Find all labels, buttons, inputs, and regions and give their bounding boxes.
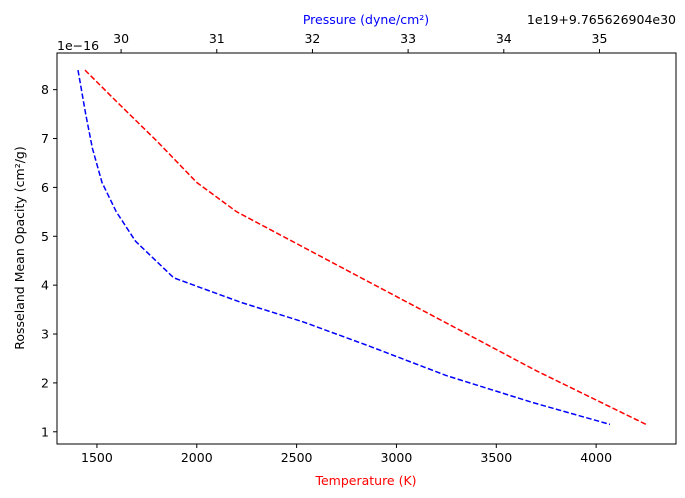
y-tick-label: 3 <box>41 327 49 342</box>
series-layer <box>77 69 647 426</box>
y-tick-label: 4 <box>41 278 49 293</box>
left-axis-ticks: 1 2 3 4 5 6 7 8 <box>41 82 57 439</box>
top-axis-offset-text: 1e19+9.765626904e30 <box>527 12 676 27</box>
x-tick-label: 2000 <box>181 450 213 465</box>
x-tick-label: 3000 <box>381 450 413 465</box>
x-axis-label: Temperature (K) <box>314 473 416 488</box>
x-tick-label: 3500 <box>480 450 512 465</box>
top-axis-ticks: 30 31 32 33 34 35 <box>113 31 607 53</box>
y-tick-label: 6 <box>41 180 49 195</box>
y-offset-text: 1e−16 <box>57 38 99 53</box>
bottom-axis-ticks: 1500 2000 2500 3000 3500 4000 <box>81 444 612 465</box>
y-tick-label: 1 <box>41 424 49 439</box>
y-axis-label: Rosseland Mean Opacity (cm²/g) <box>12 146 27 350</box>
y-tick-label: 5 <box>41 229 49 244</box>
top-tick-label: 31 <box>209 31 225 46</box>
y-tick-label: 2 <box>41 375 49 390</box>
top-tick-label: 35 <box>592 31 608 46</box>
top-tick-label: 33 <box>400 31 416 46</box>
y-tick-label: 8 <box>41 82 49 97</box>
x-tick-label: 2500 <box>281 450 313 465</box>
top-tick-label: 32 <box>304 31 320 46</box>
x-tick-label: 1500 <box>81 450 113 465</box>
top-tick-label: 34 <box>496 31 512 46</box>
x-tick-label: 4000 <box>580 450 612 465</box>
top-tick-label: 30 <box>113 31 129 46</box>
series-line-2 <box>77 69 611 426</box>
plot-frame <box>56 52 677 445</box>
top-axis-label: Pressure (dyne/cm²) <box>303 12 429 27</box>
series-line-1 <box>84 69 647 426</box>
y-tick-label: 7 <box>41 131 49 146</box>
